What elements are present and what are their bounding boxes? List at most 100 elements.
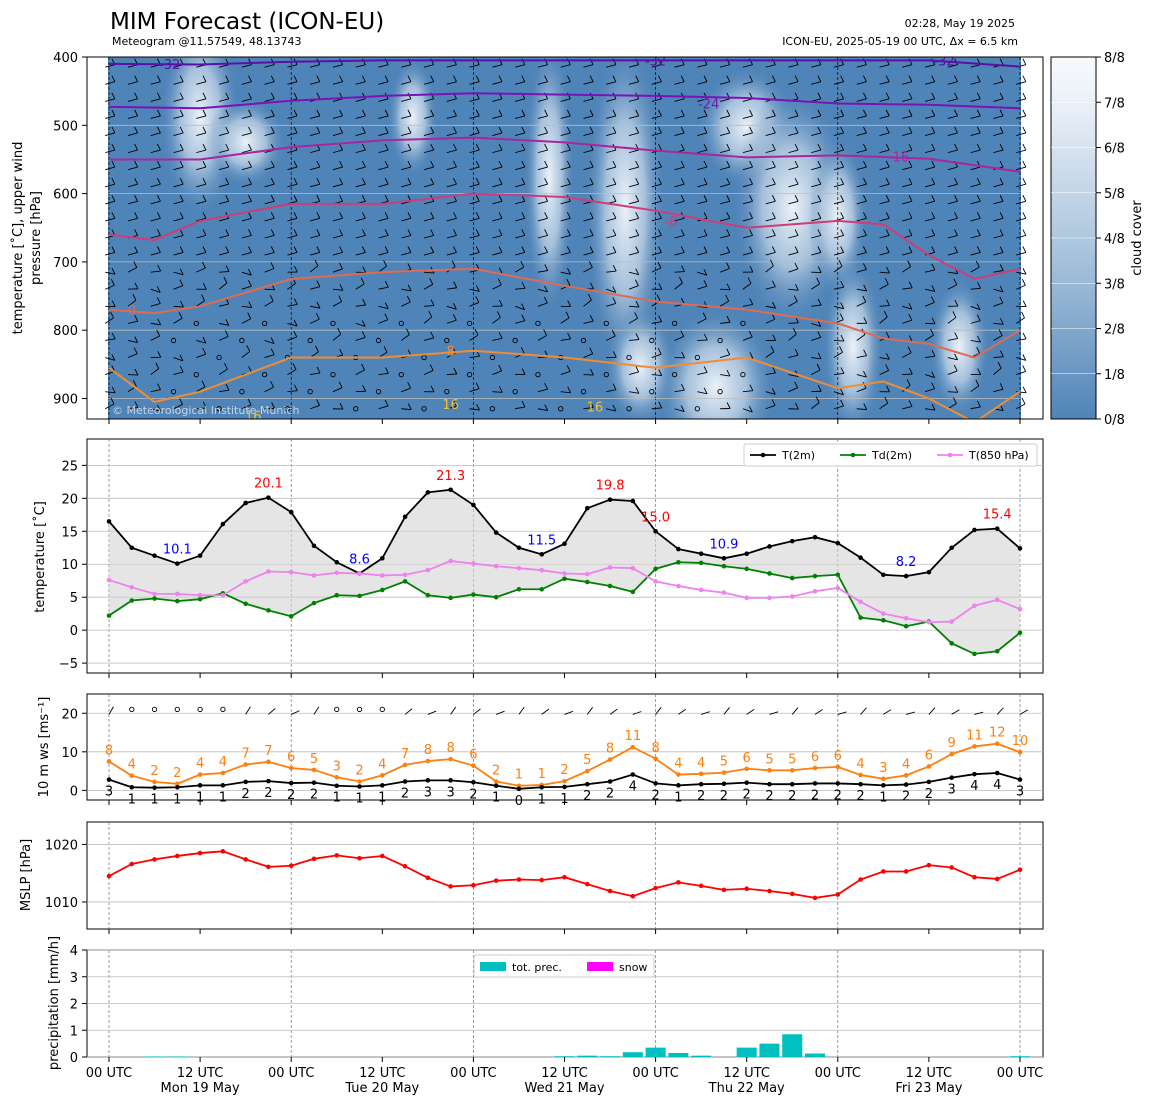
wind-barb — [310, 286, 320, 290]
wind-barb — [241, 318, 251, 324]
wind-barb-flag — [931, 371, 936, 378]
wind-barb — [765, 200, 776, 205]
wind-barb-flag — [339, 126, 344, 134]
wind-barb-flag — [883, 310, 888, 318]
wind-barb — [218, 217, 229, 222]
mean-wind-point — [630, 772, 636, 777]
wind-barb-flag — [339, 177, 344, 185]
wind-barb-flag — [612, 264, 617, 272]
t2m-point — [835, 540, 841, 546]
wind-barb-flag — [681, 265, 685, 272]
t2m-point — [425, 490, 431, 495]
wind-barb — [560, 64, 571, 68]
mean-wind-label: 2 — [651, 788, 659, 803]
mslp-point — [812, 895, 818, 901]
wind-barb-flag — [931, 350, 936, 357]
wind-barb — [469, 288, 480, 292]
wind-barb-flag — [155, 362, 160, 369]
wind-barb — [970, 200, 981, 205]
calm-wind-circle — [535, 371, 541, 378]
wind-barb — [993, 234, 1004, 239]
wind-barb-flag — [521, 400, 526, 408]
wind-barb-flag — [202, 160, 207, 168]
wind-barb-flag — [885, 212, 890, 219]
wind-barb-flag — [225, 383, 230, 391]
wind-barb — [993, 217, 1004, 222]
temperature-legend-items: T(2m) Td(2m) T(850 hPa) — [750, 449, 1029, 462]
gust-label: 6 — [925, 748, 933, 763]
wind-barb-flag — [1022, 212, 1027, 219]
precip-bar — [554, 1056, 575, 1057]
wind-barb — [742, 336, 753, 341]
wind-barb-flag — [863, 195, 867, 202]
t2m-point — [334, 559, 340, 565]
wind-barb-flag — [111, 92, 116, 100]
colorbar-label: cloud cover — [1130, 200, 1145, 276]
td2m-point — [858, 615, 863, 620]
wind-barb — [742, 64, 753, 68]
wind-barb-flag — [977, 335, 981, 343]
wind-barb — [583, 132, 594, 136]
gust-label: 6 — [743, 751, 751, 766]
wind-barb-flag — [976, 246, 981, 253]
y-tick-label: 0 — [70, 1051, 78, 1066]
t850-point — [767, 595, 772, 601]
wind-barb — [583, 81, 594, 85]
mean-wind-point — [380, 783, 385, 788]
mean-wind-label: 1 — [150, 793, 158, 808]
panel-pressure-grid — [87, 822, 1043, 929]
wind-barb — [264, 386, 274, 393]
wind-barb-flag — [339, 143, 344, 151]
wind-barb — [310, 64, 320, 68]
surface-wind-barb — [906, 711, 915, 715]
min-temp-label: 8.6 — [349, 552, 370, 567]
gust-label: 4 — [219, 755, 227, 770]
calm-wind-circle — [466, 320, 473, 327]
wind-barb — [628, 98, 639, 102]
wind-barb — [833, 305, 844, 310]
calm-wind-circle — [535, 320, 541, 327]
wind-barb — [127, 340, 138, 344]
mslp-point — [357, 855, 362, 861]
gust-point — [584, 768, 590, 774]
wind-barb-flag — [771, 177, 776, 185]
wind-barb-flag — [475, 246, 480, 253]
mean-wind-point — [448, 778, 453, 783]
wind-barb-flag — [157, 246, 161, 253]
wind-barb-flag — [1022, 267, 1027, 275]
wind-barb-flag — [635, 177, 640, 185]
wind-barb-flag — [521, 229, 526, 236]
wind-barb — [537, 98, 548, 102]
gust-point — [493, 779, 499, 784]
wind-barb-flag — [931, 143, 936, 151]
wind-barb — [241, 64, 252, 68]
mean-wind-label: 2 — [720, 789, 728, 804]
wind-barb-flag — [908, 195, 913, 202]
wind-barb — [697, 200, 708, 205]
wind-barb-flag — [931, 285, 936, 292]
wind-barb — [993, 149, 1004, 154]
wind-barb — [219, 271, 230, 273]
calm-wind-circle — [717, 389, 723, 395]
wind-barb-flag — [293, 109, 298, 117]
wind-barb-flag — [179, 92, 184, 100]
wind-barb — [742, 166, 753, 171]
wind-barb-flag — [770, 345, 775, 353]
wind-barb-flag — [453, 177, 457, 185]
wind-barb-flag — [772, 366, 776, 374]
wind-barb-flag — [794, 143, 799, 151]
t850-point — [243, 579, 248, 584]
wind-barb-flag — [247, 312, 252, 319]
wind-barb-flag — [885, 195, 890, 202]
wind-barb — [925, 408, 936, 411]
wind-barb — [628, 371, 639, 376]
gust-label: 4 — [674, 757, 682, 772]
wind-barb — [401, 98, 412, 102]
wind-barb — [947, 217, 958, 222]
t850-point — [106, 577, 112, 583]
wind-barb — [606, 149, 617, 154]
wind-barb — [446, 149, 457, 154]
wind-barb-flag — [338, 381, 343, 388]
wind-barb — [651, 267, 662, 273]
wind-barb — [173, 81, 184, 85]
